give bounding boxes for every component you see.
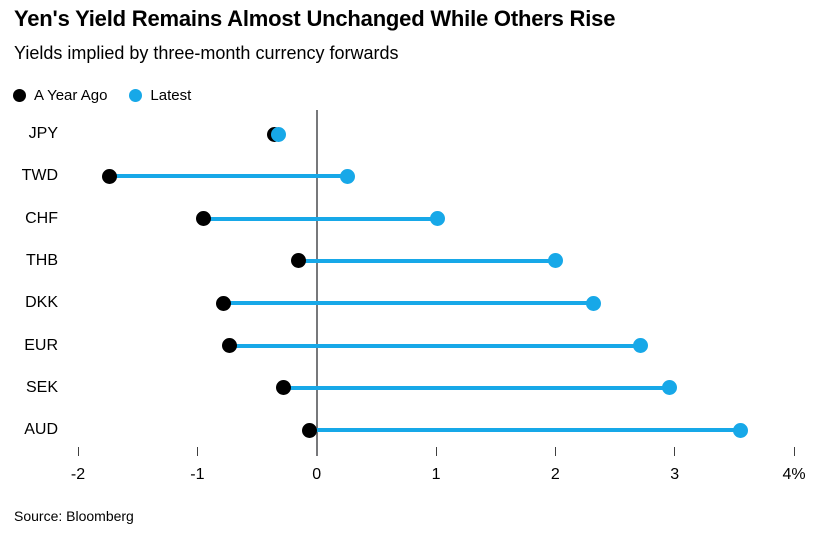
category-label: SEK	[25, 378, 58, 396]
x-axis-tick	[554, 447, 556, 456]
legend-dot-icon	[13, 89, 26, 102]
dumbbell-connector	[229, 343, 641, 348]
category-label: JPY	[28, 125, 58, 142]
year-ago-dot	[216, 295, 232, 311]
plot-area: JPY TWD CHF THB DKK EUR SEK AUD	[0, 110, 825, 456]
dumbbell-connector	[309, 428, 741, 433]
x-axis-tick	[793, 447, 795, 456]
x-axis-tick	[674, 447, 676, 456]
x-axis-tick	[435, 447, 437, 456]
year-ago-dot	[275, 380, 291, 396]
category-label: THB	[26, 251, 58, 269]
latest-dot	[429, 211, 445, 227]
legend-item: Latest	[129, 87, 191, 104]
dumbbell-connector	[223, 301, 594, 306]
x-tick-label: 4%	[782, 466, 806, 483]
x-tick-label: 0	[312, 466, 322, 483]
legend-item: A Year Ago	[13, 87, 107, 104]
year-ago-dot	[291, 253, 307, 269]
latest-dot	[586, 295, 602, 311]
category-label: AUD	[24, 421, 58, 439]
chart-subtitle: Yields implied by three-month currency f…	[14, 43, 399, 63]
x-tick-label: -1	[190, 466, 205, 483]
latest-dot	[547, 253, 563, 269]
dumbbell-connector	[109, 174, 348, 179]
category-label: TWD	[21, 167, 58, 185]
latest-dot	[271, 126, 286, 142]
category-label: DKK	[25, 294, 58, 312]
x-tick-label: 2	[550, 466, 560, 483]
x-tick-label: 3	[670, 466, 680, 483]
x-axis-tick	[77, 447, 79, 456]
latest-dot	[340, 168, 356, 184]
latest-dot	[732, 422, 748, 438]
latest-dot	[662, 380, 678, 396]
dumbbell-connector	[298, 258, 556, 263]
category-label: EUR	[24, 336, 58, 354]
dumbbell-connector	[283, 385, 670, 390]
legend-dot-icon	[129, 89, 143, 102]
legend: A Year Ago Latest	[13, 87, 191, 104]
category-label: CHF	[25, 209, 58, 227]
x-tick-label: 1	[431, 466, 441, 483]
source-caption: Source: Bloomberg	[14, 508, 134, 524]
year-ago-dot	[195, 211, 211, 227]
x-axis-tick	[196, 447, 198, 456]
year-ago-dot	[302, 422, 318, 438]
chart-title: Yen's Yield Remains Almost Unchanged Whi…	[14, 6, 616, 31]
legend-label: Latest	[150, 87, 192, 104]
legend-label: A Year Ago	[34, 87, 108, 104]
dumbbell-connector	[203, 216, 438, 221]
x-tick-label: -2	[70, 466, 86, 483]
year-ago-dot	[101, 168, 117, 184]
year-ago-dot	[222, 338, 238, 354]
zero-axis-line	[315, 110, 318, 456]
latest-dot	[632, 338, 648, 354]
